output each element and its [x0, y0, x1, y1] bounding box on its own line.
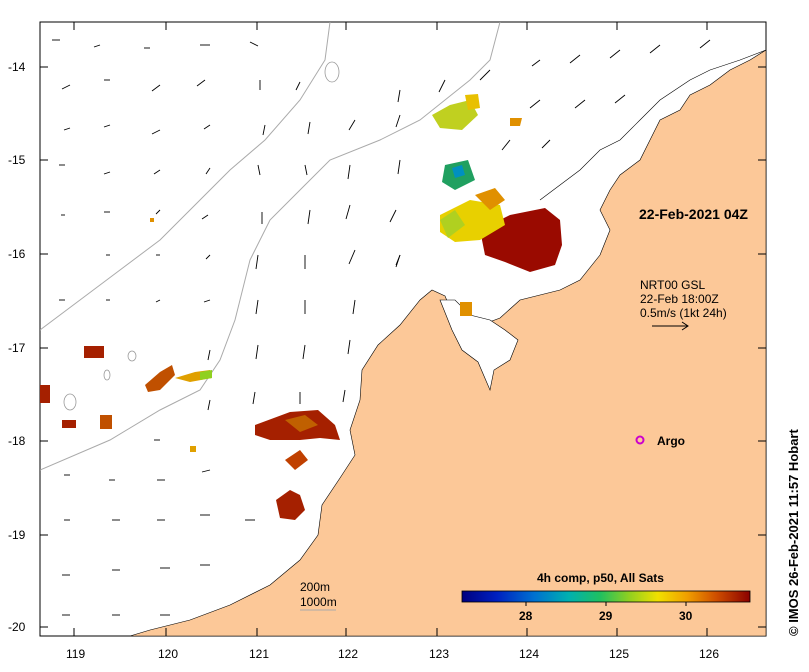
colorbar-ticks: 28 29 30 [519, 602, 693, 623]
lon-tick: 123 [429, 647, 449, 661]
isobath-200-label: 200m [300, 580, 330, 594]
reef-outline [324, 61, 340, 83]
lon-tick: 120 [158, 647, 178, 661]
isobath-1000-label: 1000m [300, 595, 337, 609]
current-source: NRT00 GSL [640, 278, 705, 292]
lon-tick: 125 [609, 647, 629, 661]
argo-float-marker[interactable] [635, 435, 645, 445]
lat-tick: -18 [8, 434, 26, 448]
credit-text: © IMOS 26-Feb-2021 11:57 Hobart [786, 429, 801, 636]
reef-outline [127, 350, 137, 362]
lon-tick: 122 [338, 647, 358, 661]
lat-tick: -16 [8, 247, 26, 261]
colorbar-tick-label: 28 [519, 609, 533, 623]
current-vectors [52, 39, 711, 616]
colorbar-tick-label: 30 [679, 609, 693, 623]
lat-axis: -14 -15 -16 -17 -18 -19 -20 [8, 60, 26, 634]
lon-tick: 124 [519, 647, 539, 661]
lat-tick: -17 [8, 341, 26, 355]
northern-coast [539, 49, 766, 201]
isobath-200m [40, 22, 501, 471]
date-label: 22-Feb-2021 04Z [639, 206, 748, 222]
colorbar-tick-label: 29 [599, 609, 613, 623]
current-scale-label: 0.5m/s (1kt 24h) [640, 306, 727, 320]
argo-label: Argo [657, 434, 685, 448]
colorbar [461, 590, 751, 603]
lat-tick: -19 [8, 528, 26, 542]
lon-axis: 119 120 121 122 123 124 125 126 [66, 647, 719, 661]
current-time: 22-Feb 18:00Z [640, 292, 719, 306]
graticule-ticks [40, 22, 766, 636]
lon-tick: 121 [249, 647, 269, 661]
reef-outline [63, 393, 77, 411]
lat-tick: -20 [8, 620, 26, 634]
isobath-1000m [40, 22, 331, 331]
lat-tick: -14 [8, 60, 26, 74]
reef-outline [103, 369, 111, 381]
lon-tick: 119 [66, 647, 85, 661]
lon-tick: 126 [699, 647, 719, 661]
current-scale-arrow [652, 321, 689, 331]
lat-tick: -15 [8, 153, 26, 167]
sst-patches [40, 94, 562, 520]
colorbar-title: 4h comp, p50, All Sats [537, 571, 664, 585]
